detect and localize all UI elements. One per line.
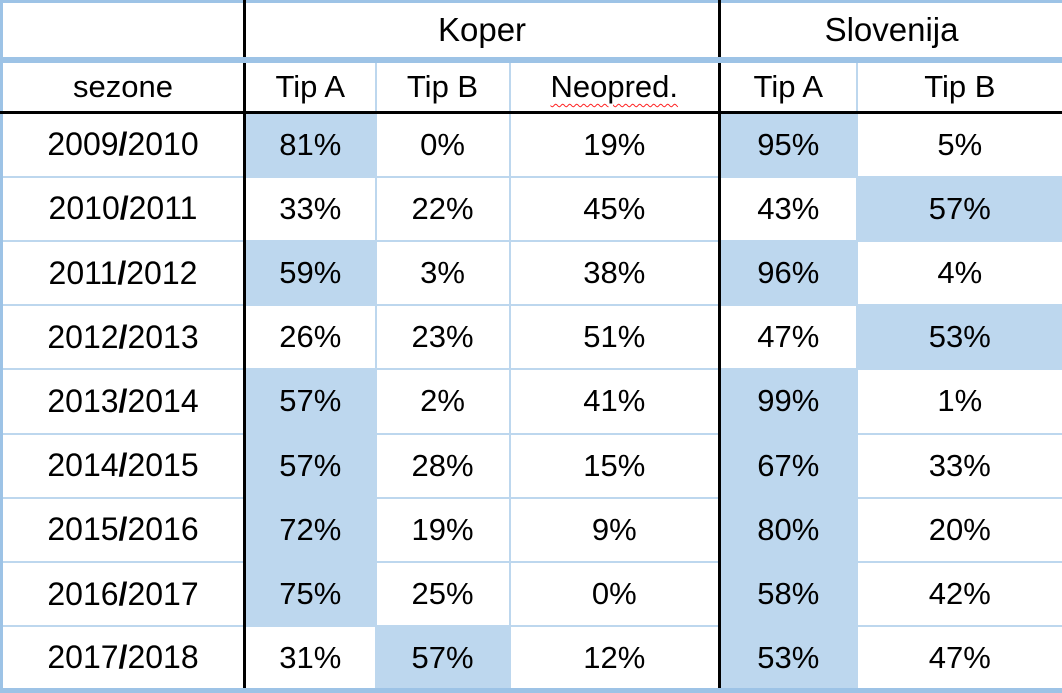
value-cell-koper-tip-a: 59% [244, 240, 377, 307]
value-cell-koper-tip-b: 22% [375, 176, 511, 242]
season-cell: 2015/2016 [1, 497, 246, 564]
value-cell-slovenija-tip-b: 4% [856, 240, 1062, 307]
season-cell: 2012/2013 [1, 305, 246, 371]
season-separator: / [118, 575, 128, 612]
value-cell-koper-neopred: 12% [509, 626, 722, 692]
value-cell-slovenija-tip-a: 67% [719, 433, 858, 499]
season-separator: / [119, 190, 129, 227]
season-cell: 2014/2015 [1, 433, 246, 499]
value-cell-slovenija-tip-a: 43% [719, 176, 858, 242]
season-separator: / [118, 511, 128, 548]
spellcheck-underlined-text: Neopred. [550, 68, 679, 104]
value-cell-koper-tip-a: 72% [244, 497, 377, 564]
value-cell-koper-neopred: 19% [509, 112, 722, 178]
season-separator: / [117, 254, 127, 291]
value-cell-koper-tip-a: 75% [244, 562, 377, 628]
value-cell-slovenija-tip-b: 42% [856, 562, 1062, 628]
value-cell-slovenija-tip-a: 53% [719, 626, 858, 692]
corner-empty-cell [1, 1, 246, 63]
table-row: 2017/2018 31% 57% 12% 53% 47% [1, 626, 1062, 692]
table-row: 2011/2012 59% 3% 38% 96% 4% [1, 240, 1062, 307]
value-cell-slovenija-tip-a: 99% [719, 369, 858, 435]
column-header-row: sezone Tip A Tip B Neopred. Tip A Tip B [1, 59, 1062, 114]
value-cell-koper-neopred: 41% [509, 369, 722, 435]
season-separator: / [118, 639, 128, 676]
value-cell-koper-neopred: 51% [509, 305, 722, 371]
value-cell-slovenija-tip-a: 58% [719, 562, 858, 628]
value-cell-koper-tip-a: 31% [244, 626, 377, 692]
season-separator: / [118, 447, 128, 484]
table-row: 2012/2013 26% 23% 51% 47% 53% [1, 305, 1062, 371]
season-separator: / [118, 318, 128, 355]
value-cell-slovenija-tip-b: 20% [856, 497, 1062, 564]
value-cell-koper-neopred: 0% [509, 562, 722, 628]
region-header-koper: Koper [244, 1, 722, 63]
table-row: 2010/2011 33% 22% 45% 43% 57% [1, 176, 1062, 242]
value-cell-slovenija-tip-a: 95% [719, 112, 858, 178]
value-cell-koper-tip-a: 26% [244, 305, 377, 371]
table-row: 2009/2010 81% 0% 19% 95% 5% [1, 112, 1062, 178]
season-separator: / [118, 382, 128, 419]
value-cell-koper-neopred: 15% [509, 433, 722, 499]
season-cell: 2017/2018 [1, 626, 246, 692]
season-cell: 2009/2010 [1, 112, 246, 178]
value-cell-koper-tip-b: 57% [375, 626, 511, 692]
value-cell-koper-neopred: 38% [509, 240, 722, 307]
value-cell-slovenija-tip-a: 80% [719, 497, 858, 564]
column-header-koper-neopred: Neopred. [509, 59, 722, 114]
value-cell-koper-tip-b: 25% [375, 562, 511, 628]
value-cell-koper-tip-b: 0% [375, 112, 511, 178]
season-cell: 2016/2017 [1, 562, 246, 628]
value-cell-koper-neopred: 9% [509, 497, 722, 564]
value-cell-slovenija-tip-a: 47% [719, 305, 858, 371]
value-cell-koper-tip-a: 33% [244, 176, 377, 242]
value-cell-koper-neopred: 45% [509, 176, 722, 242]
season-cell: 2010/2011 [1, 176, 246, 242]
season-cell: 2013/2014 [1, 369, 246, 435]
value-cell-slovenija-tip-b: 33% [856, 433, 1062, 499]
value-cell-koper-tip-b: 3% [375, 240, 511, 307]
value-cell-koper-tip-a: 81% [244, 112, 377, 178]
value-cell-slovenija-tip-b: 1% [856, 369, 1062, 435]
value-cell-slovenija-tip-a: 96% [719, 240, 858, 307]
column-header-slovenija-tip-b: Tip B [856, 59, 1062, 114]
table-row: 2015/2016 72% 19% 9% 80% 20% [1, 497, 1062, 564]
season-separator: / [118, 126, 128, 163]
value-cell-slovenija-tip-b: 5% [856, 112, 1062, 178]
value-cell-slovenija-tip-b: 47% [856, 626, 1062, 692]
value-cell-koper-tip-b: 2% [375, 369, 511, 435]
value-cell-slovenija-tip-b: 57% [856, 176, 1062, 242]
column-header-sezone: sezone [1, 59, 246, 114]
column-header-koper-tip-b: Tip B [375, 59, 511, 114]
region-header-slovenija: Slovenija [719, 1, 1062, 63]
value-cell-koper-tip-b: 28% [375, 433, 511, 499]
value-cell-koper-tip-a: 57% [244, 433, 377, 499]
column-header-slovenija-tip-a: Tip A [719, 59, 858, 114]
value-cell-koper-tip-b: 19% [375, 497, 511, 564]
value-cell-koper-tip-a: 57% [244, 369, 377, 435]
column-header-koper-tip-a: Tip A [244, 59, 377, 114]
table-row: 2016/2017 75% 25% 0% 58% 42% [1, 562, 1062, 628]
region-header-row: Koper Slovenija [1, 1, 1062, 63]
table-row: 2013/2014 57% 2% 41% 99% 1% [1, 369, 1062, 435]
table-row: 2014/2015 57% 28% 15% 67% 33% [1, 433, 1062, 499]
season-cell: 2011/2012 [1, 240, 246, 307]
value-cell-koper-tip-b: 23% [375, 305, 511, 371]
value-cell-slovenija-tip-b: 53% [856, 305, 1062, 371]
